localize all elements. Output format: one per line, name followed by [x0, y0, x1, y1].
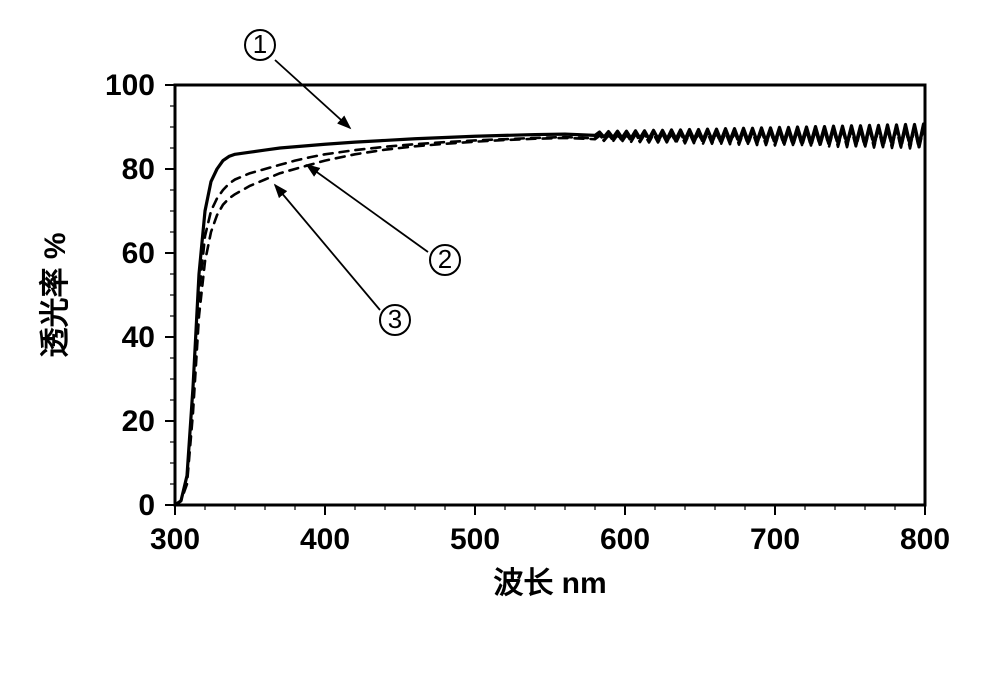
x-tick-label: 400 [300, 523, 350, 556]
transmittance-chart: 300 400 500 600 700 800 0 20 40 60 80 100 波长 nm 透光率 %… [0, 0, 1000, 680]
callout-number-1: 1 [253, 29, 267, 59]
x-axis-label: 波长 nm [493, 567, 606, 600]
series-group [175, 124, 925, 505]
callout-number-2: 2 [438, 244, 452, 274]
callout-arrow-1 [275, 60, 350, 128]
callout-arrow-2 [307, 165, 428, 252]
series-line-series3 [175, 128, 925, 505]
y-tick-label: 0 [138, 489, 155, 522]
x-tick-label: 500 [450, 523, 500, 556]
y-tick-label: 60 [122, 237, 155, 270]
x-tick-label: 800 [900, 523, 950, 556]
y-tick-label: 20 [122, 405, 155, 438]
x-tick-label: 300 [150, 523, 200, 556]
y-axis-label: 透光率 % [39, 232, 72, 357]
callout-arrow-3 [275, 185, 380, 310]
y-tick-label: 100 [105, 69, 155, 102]
callout-number-3: 3 [388, 304, 402, 334]
y-tick-label: 40 [122, 321, 155, 354]
y-tick-label: 80 [122, 153, 155, 186]
chart-svg: 300 400 500 600 700 800 0 20 40 60 80 100 波长 nm 透光率 %… [0, 0, 1000, 680]
series-line-series1 [175, 124, 925, 505]
x-tick-label: 700 [750, 523, 800, 556]
x-tick-label: 600 [600, 523, 650, 556]
series-line-series2 [175, 127, 925, 505]
